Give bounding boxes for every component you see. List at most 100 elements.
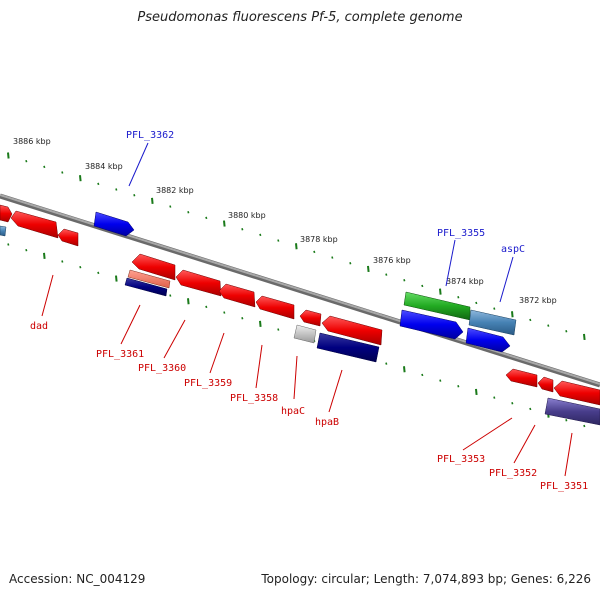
scale-tick <box>7 152 10 159</box>
scale-tick <box>151 197 154 204</box>
scale-tick <box>169 294 172 297</box>
gene-arrow <box>537 376 554 393</box>
gene-label-dad: dad <box>30 321 48 332</box>
kbp-label: 3874 kbp <box>446 277 484 286</box>
gene-label-aspc: aspC <box>501 244 525 255</box>
scale-tick <box>493 396 496 399</box>
scale-tick <box>475 388 478 396</box>
gene-arrow <box>299 309 322 327</box>
scale-tick <box>187 298 190 305</box>
scale-tick <box>277 239 280 242</box>
backbone-track <box>0 193 600 388</box>
scale-tick <box>43 165 46 169</box>
scale-tick <box>511 311 514 318</box>
scale-tick <box>25 159 28 163</box>
scale-tick <box>313 250 316 254</box>
scale-tick <box>493 307 496 310</box>
gene-arrow <box>131 253 176 281</box>
gene-arrow <box>127 269 171 289</box>
scale-tick <box>385 362 388 365</box>
gene-arrow <box>321 315 383 346</box>
gene-arrow <box>93 211 135 237</box>
footer: Accession: NC_004129 Topology: circular;… <box>0 572 600 590</box>
scale-tick <box>115 275 118 282</box>
scale-tick <box>7 243 10 246</box>
gene-arrow <box>316 332 380 363</box>
scale-tick <box>205 305 208 309</box>
kbp-label: 3872 kbp <box>519 296 557 305</box>
scale-tick <box>97 182 100 186</box>
scale-tick <box>169 205 172 208</box>
scale-tick <box>43 252 46 259</box>
gene-label-pfl-3358: PFL_3358 <box>230 393 278 404</box>
gene-arrow <box>175 269 222 297</box>
scale-tick <box>223 220 226 227</box>
scale-tick <box>403 279 406 282</box>
scale-tick <box>133 193 136 197</box>
scale-tick <box>367 265 370 273</box>
gene-label-hpac: hpaC <box>281 406 305 417</box>
scale-tick <box>187 210 190 214</box>
scale-tick <box>61 260 64 263</box>
map-title: Pseudomonas fluorescens Pf-5, complete g… <box>137 10 463 25</box>
gene-arrow <box>293 324 317 344</box>
accession-text: Accession: NC_004129 <box>9 572 146 586</box>
gene-arrow <box>218 283 256 308</box>
scale-tick <box>277 328 280 331</box>
gene-label-pfl-3353: PFL_3353 <box>437 454 485 465</box>
scale-tick <box>61 171 64 174</box>
gene-label-pfl-3355: PFL_3355 <box>437 228 485 239</box>
gene-label-hpab: hpaB <box>315 417 339 428</box>
gene-arrow <box>10 210 59 239</box>
kbp-label: 3876 kbp <box>373 256 411 265</box>
gene-arrow <box>544 397 600 426</box>
scale-tick <box>385 273 388 276</box>
scale-tick <box>79 265 82 269</box>
gene-arrow <box>465 327 511 353</box>
scale-tick <box>529 318 532 322</box>
gene-arrow <box>0 225 7 237</box>
gene-label-pfl-3360: PFL_3360 <box>138 363 186 374</box>
scale-tick <box>547 324 550 327</box>
scale-tick <box>79 175 82 182</box>
tick-rows <box>7 152 586 428</box>
genome-map[interactable]: 3886 kbp 3884 kbp 3882 kbp 3880 kbp 3878… <box>0 0 600 570</box>
gene-label-pfl-3352: PFL_3352 <box>489 468 537 479</box>
scale-tick <box>241 317 244 320</box>
scale-tick <box>475 301 478 305</box>
genome-summary: Topology: circular; Length: 7,074,893 bp… <box>261 572 591 586</box>
scale-tick <box>583 333 586 341</box>
scale-tick <box>349 262 352 265</box>
gene-arrow <box>57 228 79 247</box>
scale-tick <box>97 271 100 275</box>
gene-arrow <box>505 368 538 388</box>
scale-tick <box>259 233 262 237</box>
gene-arrow <box>0 204 13 223</box>
gene-label-pfl-3351: PFL_3351 <box>540 481 588 492</box>
scale-tick <box>511 402 514 405</box>
scale-tick <box>565 419 568 422</box>
scale-tick <box>241 228 244 231</box>
scale-tick <box>439 288 442 295</box>
gene-arrow <box>468 309 517 336</box>
genes-forward[interactable] <box>93 211 517 353</box>
gene-label-pfl-3362: PFL_3362 <box>126 130 174 141</box>
scale-tick <box>295 243 298 250</box>
scale-tick <box>403 366 406 373</box>
kbp-label: 3880 kbp <box>228 211 266 220</box>
genes-reverse[interactable] <box>0 204 600 426</box>
gene-label-pfl-3361: PFL_3361 <box>96 349 144 360</box>
gene-labels[interactable]: PFL_3362 PFL_3355 aspC dad PFL_3361 PFL_… <box>30 130 588 492</box>
kbp-label: 3884 kbp <box>85 162 123 171</box>
scale-tick <box>439 379 442 382</box>
gene-label-pfl-3359: PFL_3359 <box>184 378 232 389</box>
scale-tick <box>223 311 226 314</box>
scale-tick <box>259 320 262 327</box>
gene-arrow <box>399 309 464 340</box>
scale-tick <box>421 373 424 377</box>
kbp-label: 3886 kbp <box>13 137 51 146</box>
scale-tick <box>331 256 334 259</box>
kbp-label: 3882 kbp <box>156 186 194 195</box>
scale-tick <box>565 330 568 333</box>
scale-tick <box>529 407 532 411</box>
